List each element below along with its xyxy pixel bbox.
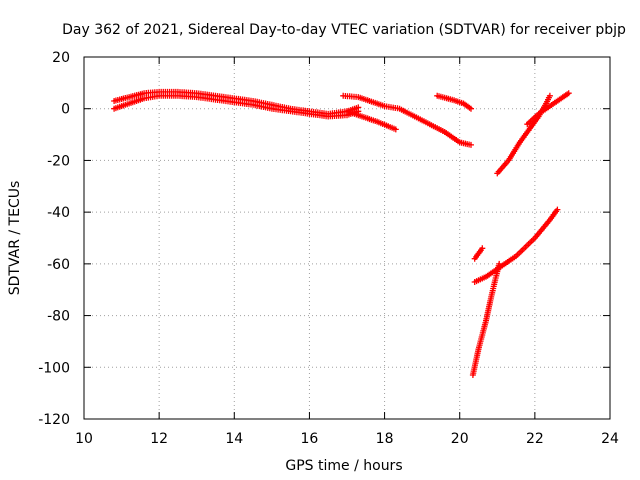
series-arc-2 xyxy=(340,92,474,148)
x-axis-title: GPS time / hours xyxy=(285,458,402,474)
y-tick-label: -20 xyxy=(47,153,70,169)
y-tick-label: 20 xyxy=(52,50,70,66)
x-tick-label: 10 xyxy=(75,431,93,447)
tick-labels: 10 12 14 16 18 20 22 24 -120 -100 -80 -60 -40 -20 0 20 xyxy=(38,50,619,447)
x-tick-label: 12 xyxy=(150,431,168,447)
data-point-markers xyxy=(344,108,399,133)
data-point-markers xyxy=(434,92,474,112)
y-tick-label: -40 xyxy=(47,205,70,221)
series-arc-9 xyxy=(469,260,503,378)
data-point-markers xyxy=(524,90,572,128)
x-tick-label: 16 xyxy=(301,431,319,447)
data-point-markers xyxy=(469,260,503,378)
series-arc-6 xyxy=(524,90,572,128)
series-arc-3 xyxy=(344,108,399,133)
data-points xyxy=(111,88,572,378)
x-tick-label: 18 xyxy=(376,431,394,447)
data-point-markers xyxy=(340,92,474,148)
axis-ticks xyxy=(83,56,611,420)
y-tick-label: -60 xyxy=(47,257,70,273)
y-tick-label: -100 xyxy=(38,360,70,376)
x-tick-label: 20 xyxy=(451,431,469,447)
series-arc-7 xyxy=(471,245,486,262)
chart-title: Day 362 of 2021, Sidereal Day-to-day VTE… xyxy=(62,22,626,38)
x-tick-label: 14 xyxy=(225,431,243,447)
y-tick-label: -80 xyxy=(47,309,70,325)
x-tick-label: 24 xyxy=(601,431,619,447)
plot-border xyxy=(83,56,611,420)
x-tick-label: 22 xyxy=(526,431,544,447)
data-point-markers xyxy=(111,92,362,120)
series-arc-4 xyxy=(434,92,474,112)
y-tick-label: 0 xyxy=(61,102,70,118)
data-point-markers xyxy=(471,245,486,262)
series-arc-1-lower xyxy=(111,92,362,120)
y-tick-label: -120 xyxy=(38,412,70,428)
y-axis-title: SDTVAR / TECUs xyxy=(7,181,23,296)
